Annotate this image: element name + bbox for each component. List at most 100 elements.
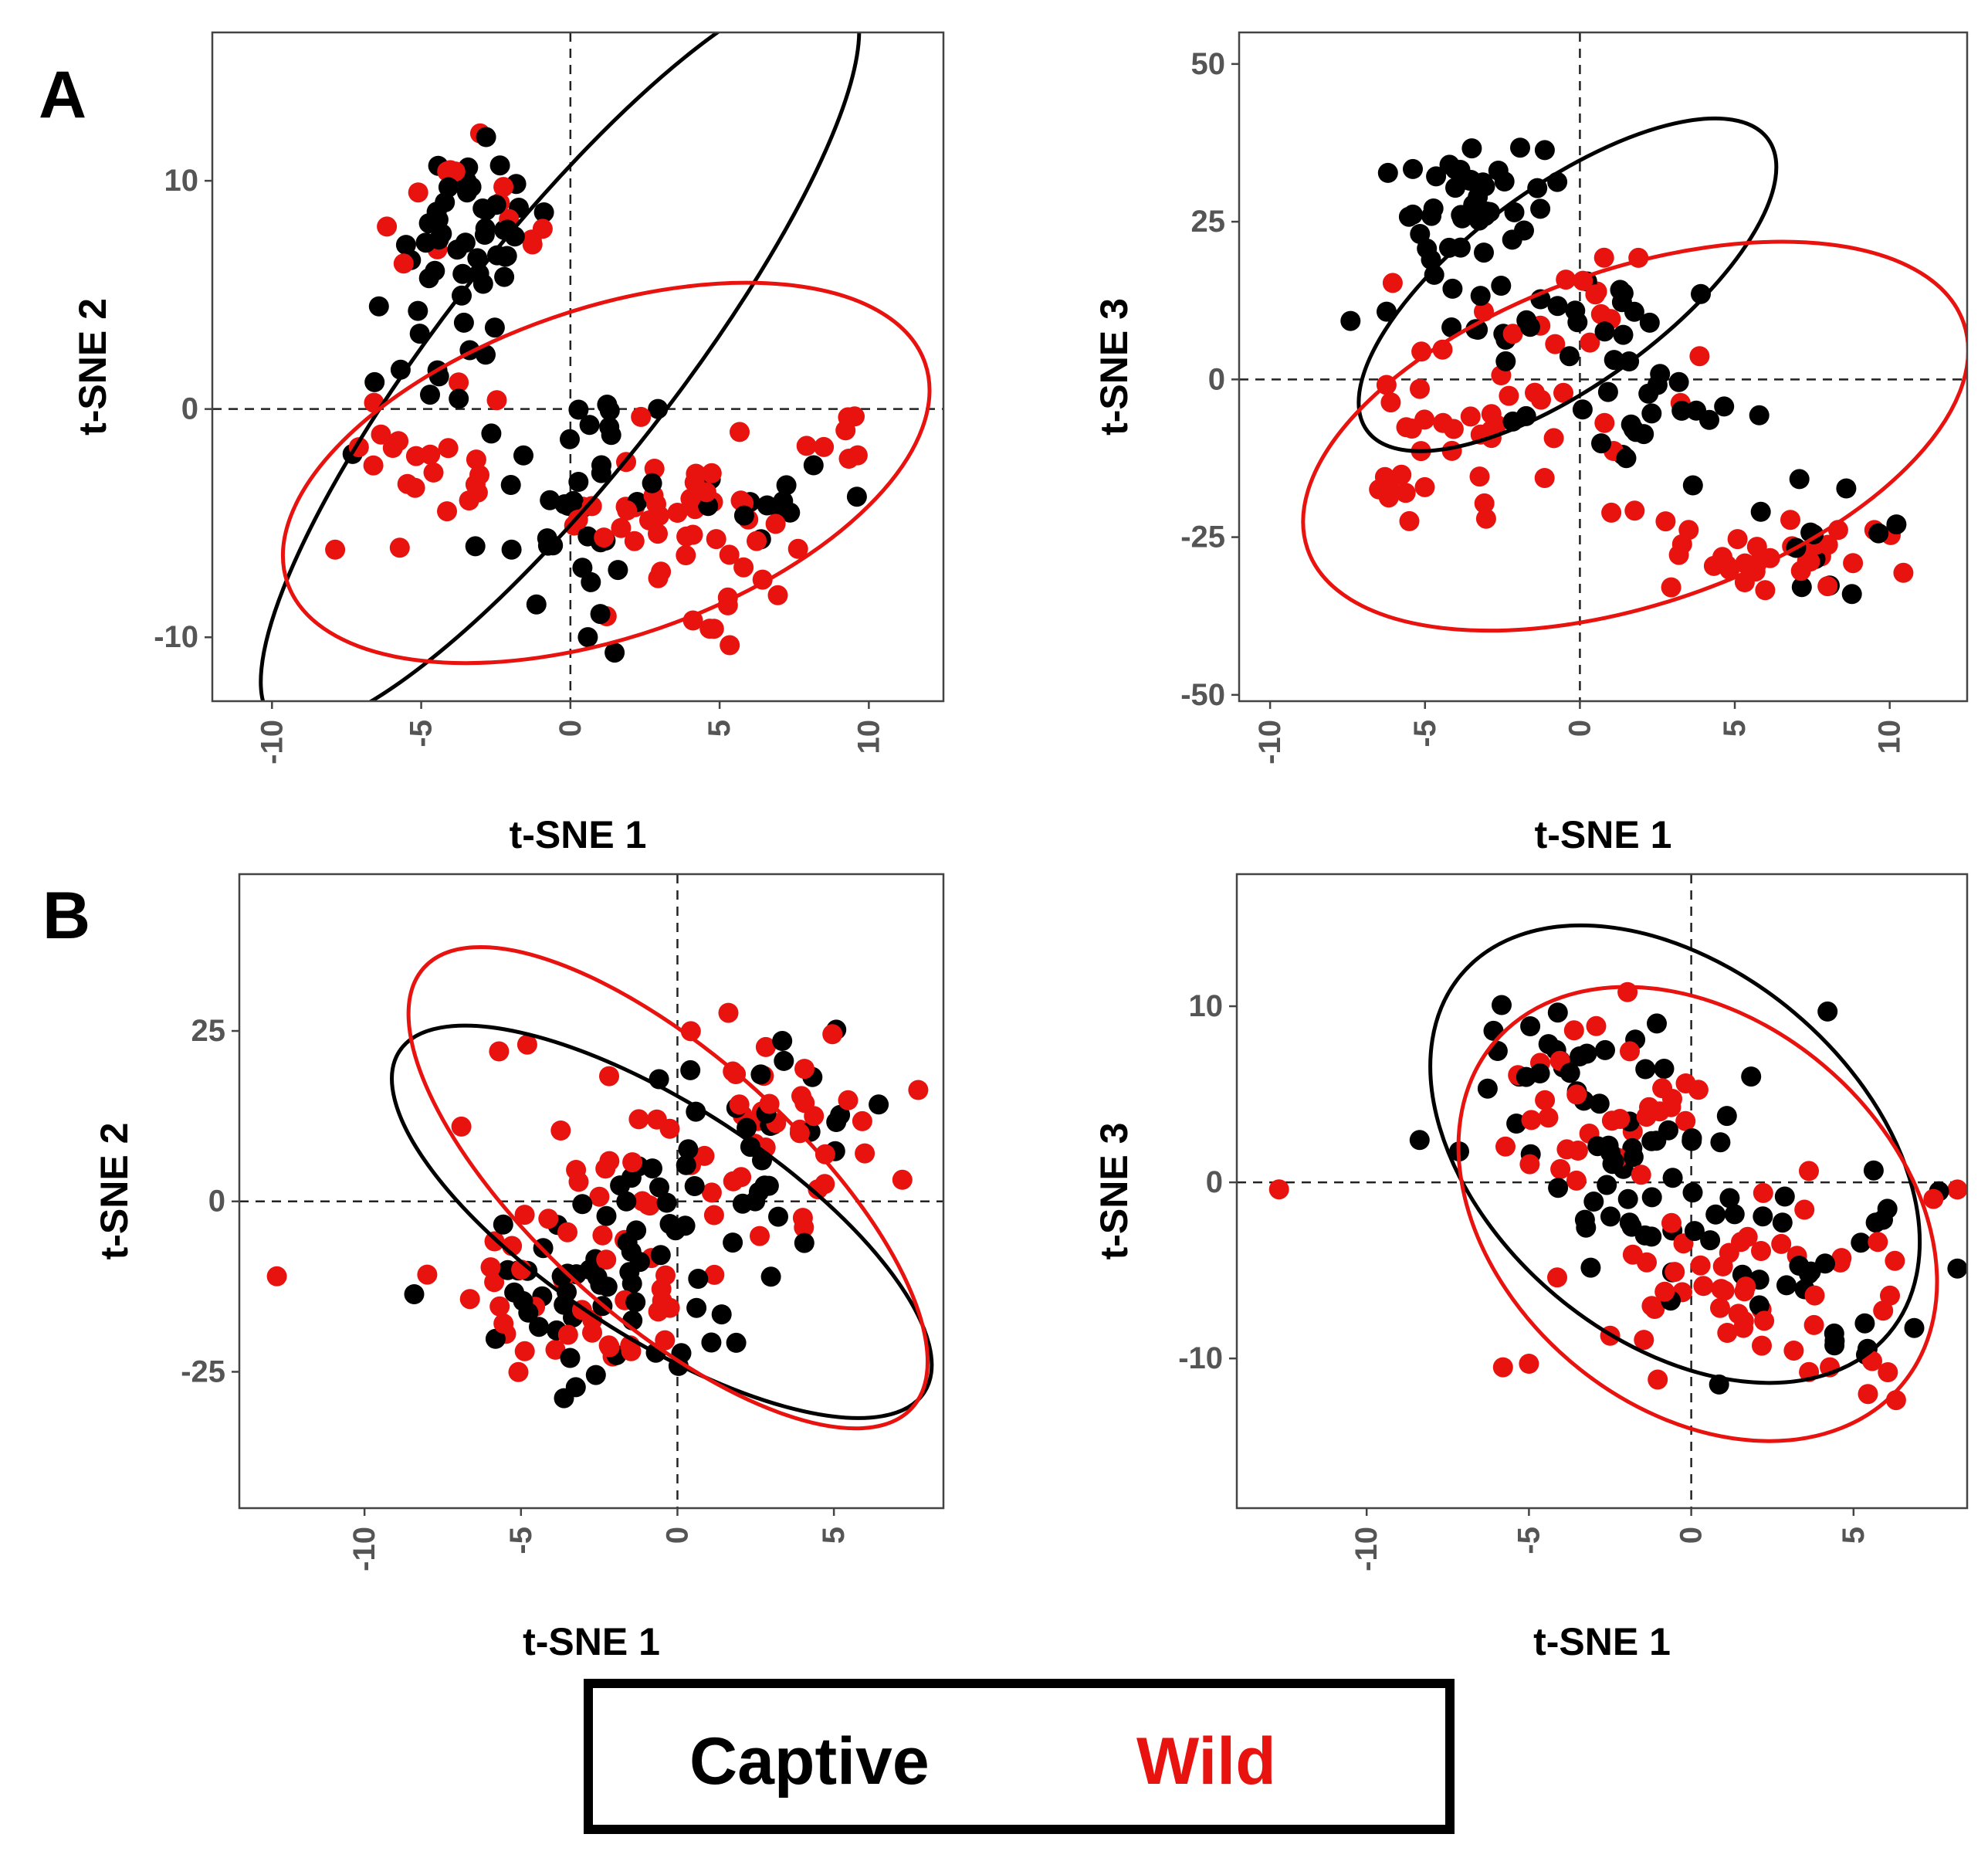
- wild-point: [676, 545, 696, 565]
- wild-point: [1780, 510, 1800, 531]
- captive-point: [533, 202, 554, 222]
- wild-point: [1268, 1179, 1289, 1200]
- captive-point: [1589, 1093, 1610, 1114]
- captive-point: [1403, 158, 1423, 179]
- wild-point: [1753, 1182, 1773, 1203]
- captive-point: [597, 1276, 618, 1297]
- wild-point: [363, 455, 384, 476]
- captive-point: [1749, 1295, 1770, 1316]
- wild-point: [1547, 1267, 1567, 1288]
- point-layer: [266, 944, 934, 1431]
- scatter-plot-b-right: -10 -5 0 5 -10 0 10 t-SNE 1 t-SNE 3: [1092, 873, 1969, 1663]
- point-layer: [1268, 923, 1967, 1443]
- y-tick-label: 25: [191, 1014, 226, 1048]
- x-tick-label: 0: [554, 720, 588, 737]
- x-tick-label: 10: [1873, 720, 1907, 754]
- captive-point: [484, 317, 505, 338]
- wild-point: [719, 544, 740, 565]
- captive-point: [404, 1284, 425, 1304]
- captive-point: [577, 627, 598, 648]
- y-tick-label: 0: [208, 1185, 225, 1219]
- captive-point: [737, 1117, 757, 1138]
- wild-point: [631, 406, 652, 427]
- wild-point: [747, 531, 767, 551]
- y-axis-label: t-SNE 2: [71, 298, 114, 436]
- wild-point: [648, 524, 668, 544]
- captive-confidence-ellipse: [390, 1023, 934, 1420]
- captive-point: [1597, 1175, 1617, 1195]
- y-tick-label: 0: [1206, 1165, 1223, 1199]
- wild-point: [459, 490, 479, 511]
- captive-point: [608, 560, 628, 581]
- captive-point: [1491, 276, 1512, 296]
- wild-point: [1395, 483, 1416, 503]
- wild-point: [1391, 464, 1412, 485]
- wild-point: [1414, 409, 1435, 430]
- captive-point: [1492, 995, 1512, 1015]
- captive-confidence-ellipse: [1356, 116, 1779, 453]
- wild-point: [581, 496, 602, 517]
- wild-point: [1843, 553, 1864, 574]
- captive-point: [1682, 475, 1703, 496]
- captive-point: [1506, 1114, 1527, 1134]
- wild-confidence-ellipse: [406, 944, 930, 1431]
- captive-point: [465, 536, 486, 557]
- wild-point: [908, 1080, 929, 1100]
- y-tick-label: 0: [1208, 362, 1225, 396]
- wild-point: [1661, 1097, 1682, 1117]
- wild-point: [514, 1205, 535, 1226]
- wild-point: [767, 585, 788, 605]
- captive-point: [1472, 172, 1493, 193]
- captive-point: [1682, 1128, 1702, 1148]
- captive-point: [557, 1282, 577, 1303]
- wild-point: [1751, 1241, 1771, 1261]
- wild-point: [1831, 1248, 1852, 1269]
- wild-point: [1469, 466, 1490, 487]
- wild-point: [855, 1143, 875, 1164]
- wild-point: [680, 1021, 701, 1042]
- x-tick-label: 5: [1837, 1527, 1871, 1544]
- captive-point: [1570, 1046, 1590, 1066]
- captive-point: [1772, 1212, 1793, 1233]
- captive-point: [1510, 137, 1530, 158]
- wild-point: [1817, 534, 1838, 555]
- wild-point: [596, 1249, 617, 1270]
- x-tick-label: 10: [852, 720, 886, 754]
- captive-point: [686, 1297, 707, 1318]
- wild-point: [1432, 339, 1453, 360]
- wild-point: [639, 1195, 660, 1216]
- captive-point: [1671, 400, 1692, 421]
- captive-point: [1597, 381, 1618, 402]
- wild-point: [1519, 1154, 1540, 1175]
- captive-point: [1470, 286, 1491, 307]
- captive-point: [1451, 205, 1472, 225]
- wild-point: [582, 1322, 602, 1343]
- captive-point: [701, 1332, 722, 1353]
- wild-point: [1531, 389, 1551, 410]
- captive-point: [1504, 202, 1525, 222]
- wild-confidence-ellipse: [1301, 239, 1967, 633]
- captive-point: [1445, 178, 1465, 198]
- wild-point: [1754, 1310, 1775, 1331]
- captive-point: [1474, 242, 1494, 263]
- captive-point: [1421, 249, 1441, 270]
- captive-point: [1750, 501, 1771, 522]
- captive-point: [1654, 1059, 1675, 1079]
- wild-point: [389, 537, 410, 558]
- wild-point: [1475, 508, 1496, 529]
- captive-point: [1714, 396, 1735, 417]
- wild-point: [466, 449, 486, 470]
- y-tick-label: -25: [181, 1354, 225, 1388]
- wild-point: [1369, 479, 1390, 500]
- wild-point: [1688, 1080, 1709, 1100]
- captive-point: [1424, 264, 1444, 285]
- y-tick-label: 0: [181, 392, 198, 426]
- wild-point: [557, 1222, 577, 1242]
- captive-point: [869, 1094, 889, 1115]
- wild-point: [516, 1034, 537, 1055]
- wild-point: [1519, 1354, 1539, 1374]
- wild-point: [1728, 1303, 1749, 1324]
- wild-point: [1661, 1212, 1682, 1233]
- wild-point: [1410, 378, 1430, 399]
- captive-point: [1684, 1221, 1705, 1242]
